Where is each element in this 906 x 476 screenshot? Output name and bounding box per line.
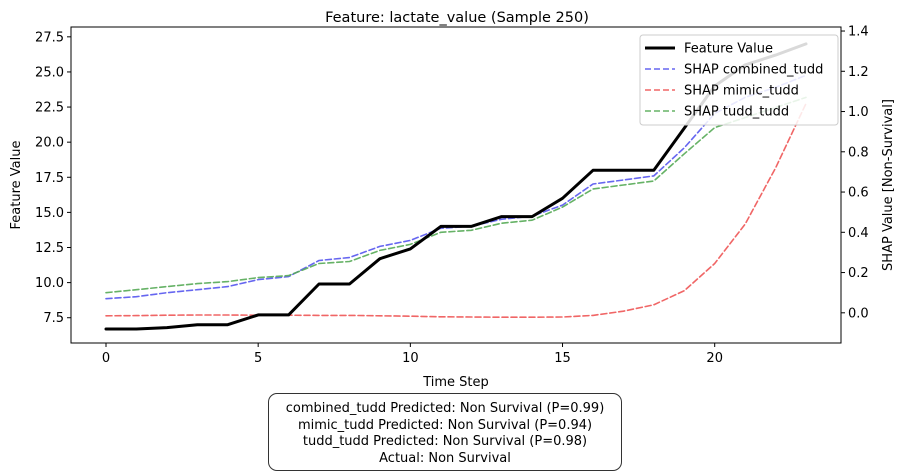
x-tick-label: 5 — [254, 351, 262, 366]
legend-label: SHAP tudd_tudd — [684, 105, 789, 120]
y2-tick-label: 0.4 — [848, 226, 869, 241]
y2-tick-label: 1.4 — [848, 25, 869, 40]
y-tick-label: 25.0 — [35, 65, 64, 80]
plot-frame — [70, 26, 842, 344]
y-tick-label: 27.5 — [35, 30, 64, 45]
legend-box — [639, 34, 839, 126]
legend-label: Feature Value — [684, 42, 773, 57]
y-tick-label: 12.5 — [35, 241, 64, 256]
y2-tick-label: 0.0 — [848, 306, 869, 321]
x-tick-label: 15 — [554, 351, 571, 366]
y-tick-label: 17.5 — [35, 171, 64, 186]
y-tick-label: 22.5 — [35, 101, 64, 116]
y2-axis-label: SHAP Value [Non-Survival] — [881, 99, 896, 271]
legend-label: SHAP mimic_tudd — [684, 84, 799, 99]
chart-title: Feature: lactate_value (Sample 250) — [325, 10, 589, 26]
summary-combined-prediction: combined_tudd Predicted: Non Survival (P… — [285, 401, 605, 416]
summary-actual-outcome: Actual: Non Survival — [379, 450, 511, 466]
y2-tick-label: 0.6 — [848, 186, 869, 201]
y-tick-label: 20.0 — [35, 136, 64, 151]
summary-mimic-prediction: mimic_tudd Predicted: Non Survival (P=0.… — [297, 417, 593, 433]
axes: 0 5 10 15 20 7.5 10.0 12.5 15.0 17.5 20.0 22.5 25.0 2… — [35, 25, 869, 366]
y2-tick-label: 0.8 — [848, 145, 869, 160]
x-tick-label: 10 — [402, 351, 419, 366]
x-axis-label: Time Step — [422, 375, 489, 390]
series-line-shap-mimic-tudd — [105, 102, 807, 319]
y-tick-label: 15.0 — [35, 206, 64, 221]
y-axis-label: Feature Value — [9, 141, 24, 230]
prediction-summary-box: combined_tudd Predicted: Non Survival (P… — [268, 393, 622, 471]
y2-tick-label: 1.2 — [848, 65, 869, 80]
summary-tudd-prediction: tudd_tudd Predicted: Non Survival (P=0.9… — [302, 434, 588, 449]
y2-tick-label: 1.0 — [848, 105, 869, 120]
y2-tick-label: 0.2 — [848, 266, 869, 281]
x-tick-label: 0 — [102, 351, 110, 366]
legend-label: SHAP combined_tudd — [684, 63, 823, 78]
x-tick-label: 20 — [706, 351, 723, 366]
series-line-shap-tudd-tudd — [105, 96, 807, 294]
y-tick-label: 7.5 — [43, 311, 64, 326]
y-tick-label: 10.0 — [35, 276, 64, 291]
legend: Feature Value SHAP combined_tudd SHAP mimi… — [639, 34, 839, 126]
